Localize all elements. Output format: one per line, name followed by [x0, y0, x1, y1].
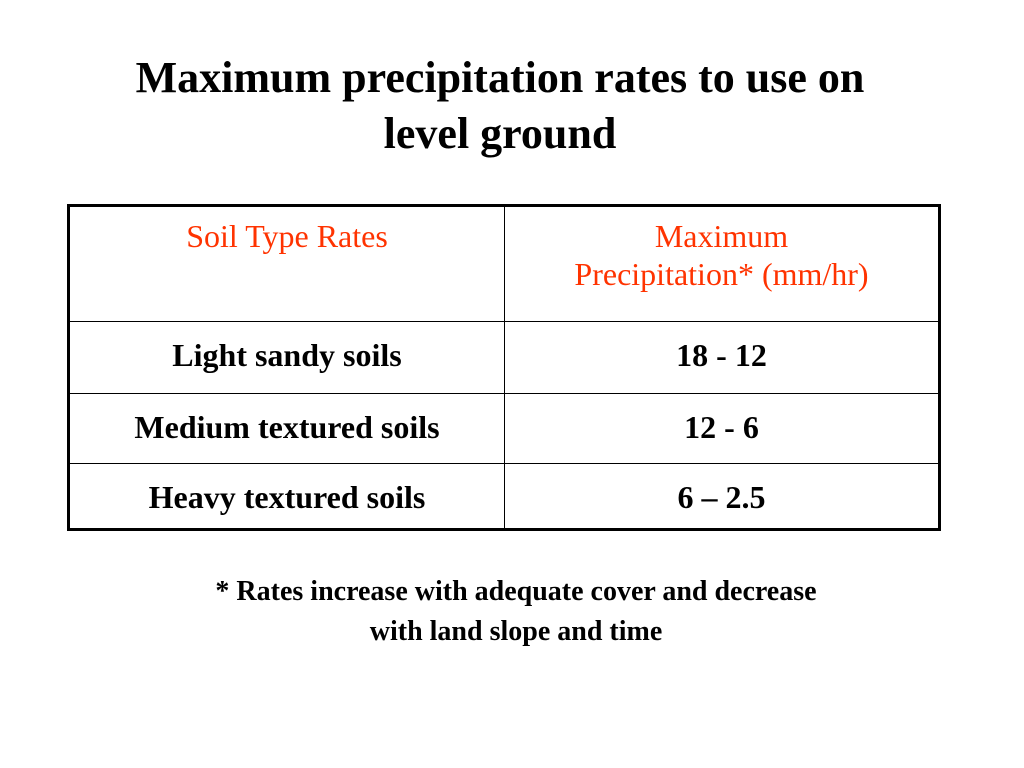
column-header-max-precipitation: Maximum Precipitation* (mm/hr) — [504, 205, 940, 322]
table-row: Heavy textured soils 6 – 2.5 — [68, 463, 940, 530]
soil-type-cell: Heavy textured soils — [68, 463, 505, 530]
table-header-row: Soil Type Rates Maximum Precipitation* (… — [68, 205, 940, 322]
column-header-max-precipitation-line-1: Maximum — [654, 218, 789, 254]
table-row: Light sandy soils 18 - 12 — [68, 321, 940, 394]
soil-type-cell: Medium textured soils — [68, 393, 505, 464]
column-header-max-precipitation-line-2: Precipitation* (mm/hr) — [574, 256, 869, 292]
soil-type-cell: Light sandy soils — [68, 321, 505, 394]
precipitation-table: Soil Type Rates Maximum Precipitation* (… — [67, 204, 941, 531]
slide-title: Maximum precipitation rates to use on le… — [40, 50, 960, 162]
column-header-soil-type: Soil Type Rates — [68, 205, 505, 322]
precipitation-rate-cell: 18 - 12 — [504, 321, 940, 394]
footnote: * Rates increase with adequate cover and… — [100, 572, 932, 652]
footnote-line-1: * Rates increase with adequate cover and… — [215, 576, 817, 607]
column-header-soil-type-text: Soil Type Rates — [186, 218, 388, 254]
slide-title-line-1: Maximum precipitation rates to use on — [135, 53, 865, 102]
precipitation-rate-cell: 6 – 2.5 — [504, 463, 940, 530]
precipitation-rate-cell: 12 - 6 — [504, 393, 940, 464]
footnote-line-2: with land slope and time — [369, 616, 663, 647]
table-row: Medium textured soils 12 - 6 — [68, 393, 940, 464]
slide-title-line-2: level ground — [383, 109, 617, 158]
